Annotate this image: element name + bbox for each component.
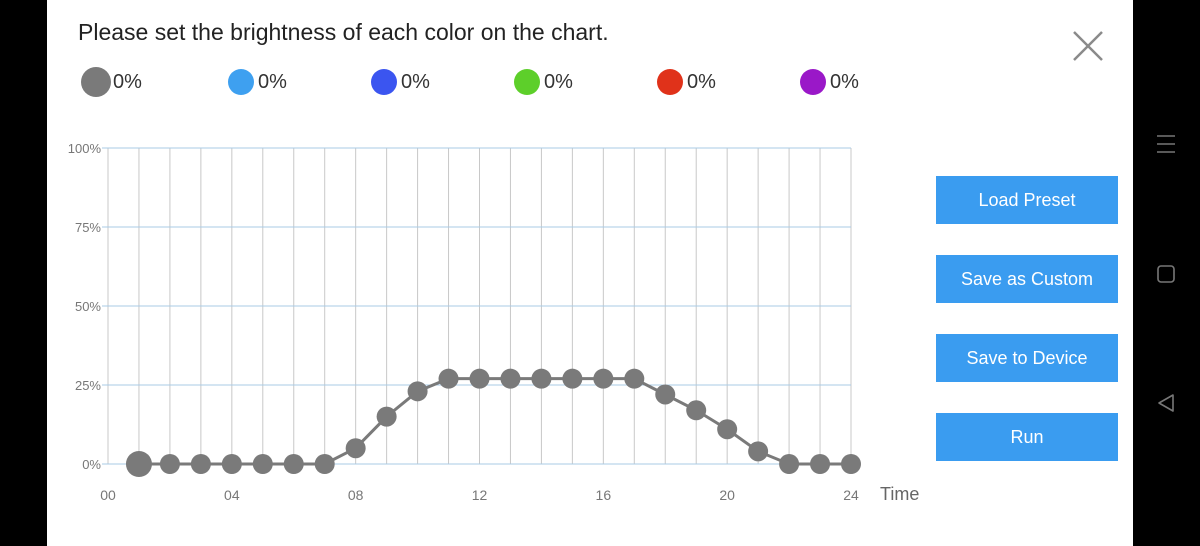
data-point[interactable] xyxy=(810,454,831,474)
brightness-value: 0% xyxy=(544,70,573,93)
data-point[interactable] xyxy=(314,454,335,474)
color-swatch xyxy=(81,67,111,97)
load-preset-button[interactable]: Load Preset xyxy=(936,176,1118,224)
legend-item-2[interactable]: 0% xyxy=(228,67,287,97)
home-icon[interactable] xyxy=(1150,258,1182,290)
data-point[interactable] xyxy=(562,368,583,389)
data-point[interactable] xyxy=(748,441,769,462)
data-point[interactable] xyxy=(531,368,552,389)
run-button[interactable]: Run xyxy=(936,413,1118,461)
color-swatch xyxy=(657,69,683,95)
data-point[interactable] xyxy=(376,406,397,427)
data-point[interactable] xyxy=(345,438,366,459)
data-point[interactable] xyxy=(655,384,676,405)
brightness-value: 0% xyxy=(687,70,716,93)
legend-item-5[interactable]: 0% xyxy=(657,67,716,97)
page-title: Please set the brightness of each color … xyxy=(78,19,609,45)
color-swatch xyxy=(514,69,540,95)
data-point[interactable] xyxy=(221,454,242,474)
color-swatch xyxy=(228,69,254,95)
data-point[interactable] xyxy=(159,454,180,474)
menu-icon[interactable] xyxy=(1150,128,1182,160)
data-point[interactable] xyxy=(717,419,738,440)
data-point[interactable] xyxy=(190,454,211,474)
legend-item-1[interactable]: 0% xyxy=(81,67,142,97)
data-point[interactable] xyxy=(283,454,304,474)
color-swatch xyxy=(371,69,397,95)
data-point[interactable] xyxy=(686,400,707,421)
data-point[interactable] xyxy=(469,368,490,389)
data-point[interactable] xyxy=(593,368,614,389)
color-swatch xyxy=(800,69,826,95)
brightness-value: 0% xyxy=(258,70,287,93)
close-icon[interactable] xyxy=(1068,26,1108,66)
brightness-value: 0% xyxy=(113,70,142,93)
save-to-device-button[interactable]: Save to Device xyxy=(936,334,1118,382)
data-point[interactable] xyxy=(125,451,152,477)
data-point[interactable] xyxy=(624,368,645,389)
legend-item-6[interactable]: 0% xyxy=(800,67,859,97)
data-point[interactable] xyxy=(500,368,521,389)
legend-item-4[interactable]: 0% xyxy=(514,67,573,97)
back-icon[interactable] xyxy=(1150,387,1182,419)
data-point[interactable] xyxy=(779,454,800,474)
data-point[interactable] xyxy=(407,381,428,402)
data-point[interactable] xyxy=(438,368,459,389)
brightness-value: 0% xyxy=(830,70,859,93)
save-as-custom-button[interactable]: Save as Custom xyxy=(936,255,1118,303)
legend-item-3[interactable]: 0% xyxy=(371,67,430,97)
data-point[interactable] xyxy=(841,454,861,474)
brightness-value: 0% xyxy=(401,70,430,93)
data-point[interactable] xyxy=(252,454,273,474)
